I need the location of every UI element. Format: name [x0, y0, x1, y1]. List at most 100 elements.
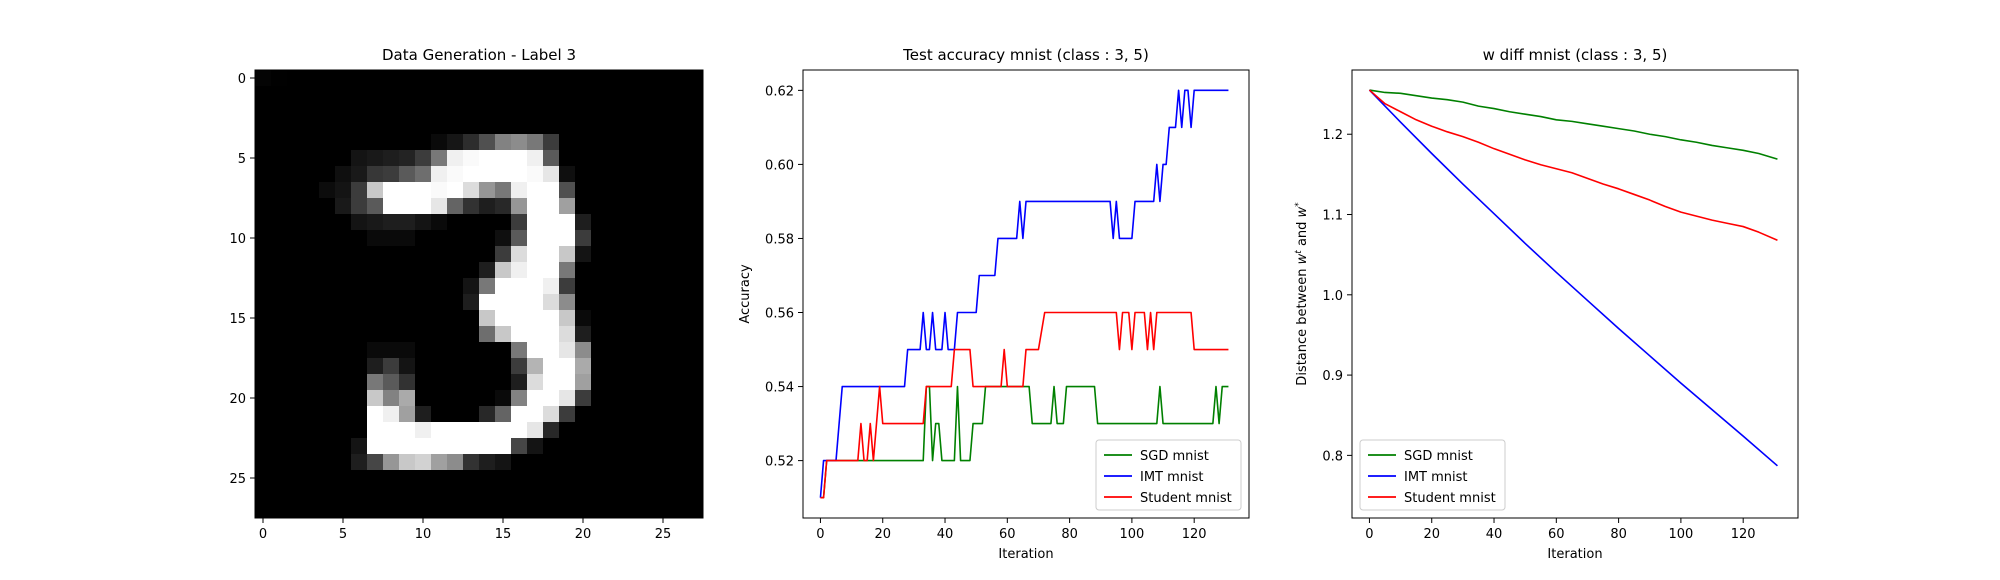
- pixel-cell: [287, 422, 304, 439]
- pixel-cell: [495, 166, 512, 183]
- pixel-cell: [575, 70, 592, 87]
- pixel-cell: [367, 278, 384, 295]
- pixel-cell: [415, 102, 432, 119]
- pixel-cell: [383, 310, 400, 327]
- pixel-cell: [575, 102, 592, 119]
- pixel-cell: [479, 102, 496, 119]
- pixel-cell: [399, 150, 416, 167]
- pixel-cell: [383, 102, 400, 119]
- pixel-cell: [335, 454, 352, 471]
- pixel-cell: [607, 486, 624, 503]
- pixel-cell: [639, 230, 656, 247]
- pixel-cell: [575, 166, 592, 183]
- pixel-cell: [639, 326, 656, 343]
- pixel-cell: [351, 230, 368, 247]
- pixel-cell: [367, 358, 384, 375]
- pixel-cell: [415, 374, 432, 391]
- pixel-cell: [399, 294, 416, 311]
- pixel-cell: [303, 278, 320, 295]
- pixel-cell: [623, 150, 640, 167]
- pixel-cell: [383, 454, 400, 471]
- pixel-cell: [559, 150, 576, 167]
- pixel-cell: [303, 166, 320, 183]
- pixel-cell: [399, 246, 416, 263]
- pixel-cell: [607, 86, 624, 103]
- pixel-cell: [687, 374, 704, 391]
- pixel-cell: [255, 294, 272, 311]
- pixel-cell: [431, 150, 448, 167]
- pixel-cell: [335, 230, 352, 247]
- pixel-cell: [335, 358, 352, 375]
- pixel-cell: [623, 230, 640, 247]
- pixel-cell: [527, 70, 544, 87]
- pixel-cell: [271, 422, 288, 439]
- pixel-cell: [287, 198, 304, 215]
- pixel-cell: [479, 502, 496, 519]
- pixel-cell: [543, 182, 560, 199]
- pixel-cell: [639, 246, 656, 263]
- pixel-cell: [655, 294, 672, 311]
- pixel-cell: [639, 102, 656, 119]
- pixel-cell: [415, 406, 432, 423]
- pixel-cell: [367, 502, 384, 519]
- pixel-cell: [655, 422, 672, 439]
- pixel-cell: [687, 358, 704, 375]
- pixel-cell: [335, 486, 352, 503]
- pixel-cell: [287, 502, 304, 519]
- pixel-cell: [447, 374, 464, 391]
- pixel-cell: [495, 294, 512, 311]
- pixel-cell: [527, 246, 544, 263]
- pixel-cell: [271, 214, 288, 231]
- pixel-cell: [303, 454, 320, 471]
- pixel-cell: [543, 246, 560, 263]
- pixel-cell: [367, 182, 384, 199]
- pixel-cell: [607, 246, 624, 263]
- pixel-cell: [687, 214, 704, 231]
- pixel-cell: [527, 262, 544, 279]
- pixel-cell: [447, 166, 464, 183]
- pixel-cell: [447, 342, 464, 359]
- pixel-cell: [591, 502, 608, 519]
- pixel-cell: [255, 150, 272, 167]
- pixel-cell: [527, 134, 544, 151]
- pixel-cell: [319, 358, 336, 375]
- pixel-cell: [303, 134, 320, 151]
- pixel-cell: [351, 454, 368, 471]
- pixel-cell: [543, 118, 560, 135]
- pixel-cell: [431, 246, 448, 263]
- pixel-cell: [335, 118, 352, 135]
- pixel-cell: [495, 374, 512, 391]
- pixel-cell: [255, 470, 272, 487]
- pixel-cell: [559, 358, 576, 375]
- pixel-cell: [319, 118, 336, 135]
- pixel-cell: [319, 86, 336, 103]
- pixel-cell: [463, 358, 480, 375]
- pixel-cell: [575, 470, 592, 487]
- pixel-cell: [415, 342, 432, 359]
- pixel-cell: [527, 406, 544, 423]
- pixel-cell: [607, 262, 624, 279]
- pixel-cell: [607, 438, 624, 455]
- pixel-cell: [511, 390, 528, 407]
- pixel-cell: [591, 278, 608, 295]
- pixel-cell: [543, 150, 560, 167]
- pixel-cell: [431, 102, 448, 119]
- pixel-cell: [671, 502, 688, 519]
- pixel-cell: [303, 102, 320, 119]
- pixel-cell: [447, 486, 464, 503]
- pixel-cell: [399, 102, 416, 119]
- pixel-cell: [319, 150, 336, 167]
- pixel-cell: [415, 454, 432, 471]
- pixel-cell: [559, 134, 576, 151]
- pixel-cell: [271, 438, 288, 455]
- pixel-cell: [255, 118, 272, 135]
- pixel-cell: [319, 342, 336, 359]
- pixel-cell: [527, 342, 544, 359]
- pixel-cell: [575, 310, 592, 327]
- pixel-cell: [367, 86, 384, 103]
- pixel-cell: [319, 326, 336, 343]
- pixel-cell: [479, 70, 496, 87]
- pixel-cell: [591, 310, 608, 327]
- pixel-cell: [623, 342, 640, 359]
- pixel-cell: [463, 470, 480, 487]
